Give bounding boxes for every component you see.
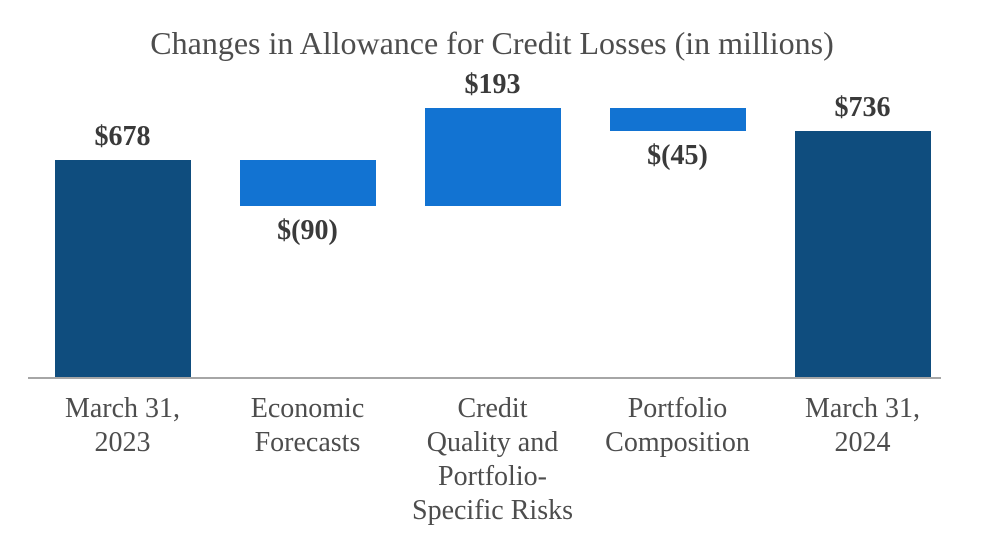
category-label: March 31, 2023 bbox=[64, 393, 181, 458]
waterfall-bar bbox=[54, 160, 191, 378]
category-label: Economic Forecasts bbox=[250, 393, 365, 458]
bar-value-label: $(90) bbox=[277, 215, 338, 247]
bar-value-label: $(45) bbox=[647, 139, 708, 171]
category-label: March 31, 2024 bbox=[804, 393, 921, 458]
waterfall-bar bbox=[794, 130, 931, 378]
x-axis-line bbox=[28, 377, 941, 379]
category-label: Portfolio Composition bbox=[605, 393, 750, 458]
waterfall-bar bbox=[239, 160, 376, 207]
bar-value-label: $736 bbox=[834, 91, 891, 123]
chart-title: Changes in Allowance for Credit Losses (… bbox=[150, 25, 834, 61]
bar-value-label: $193 bbox=[464, 69, 521, 100]
waterfall-bar bbox=[424, 108, 561, 207]
bar-value-label: $678 bbox=[94, 121, 151, 153]
category-label: Credit Quality and Portfolio- Specific R… bbox=[412, 393, 573, 526]
waterfall-bar bbox=[609, 108, 746, 131]
